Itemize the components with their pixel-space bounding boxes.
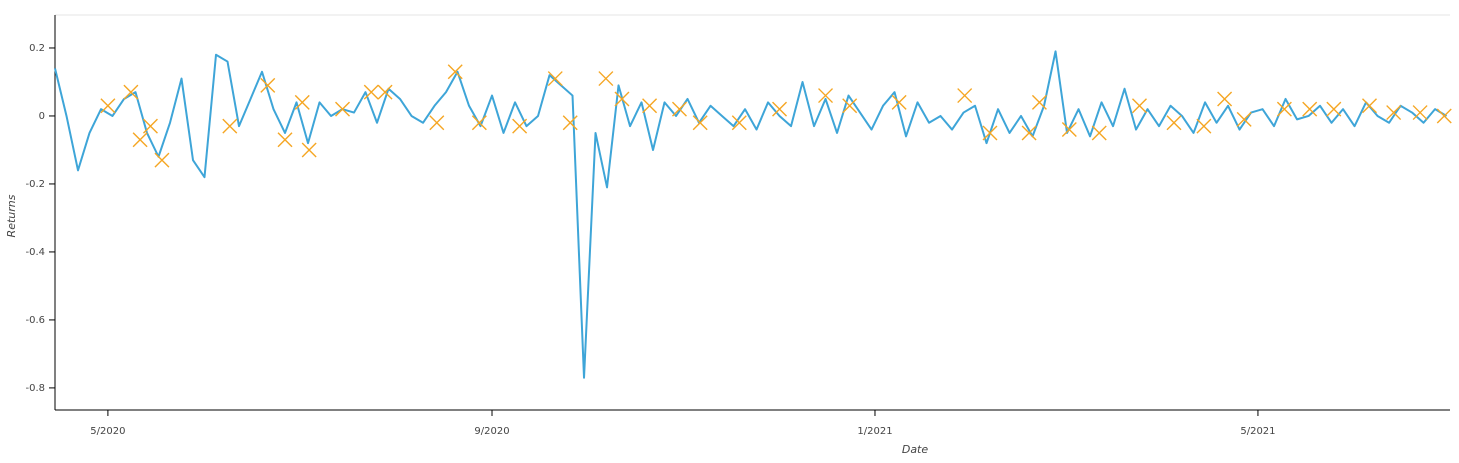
x-marker [154,152,170,168]
x-marker [1217,91,1233,107]
x-marker [260,77,276,93]
x-marker [1326,101,1342,117]
x-tick-label: 9/2020 [474,426,509,437]
x-marker [957,88,973,104]
x-marker [471,115,487,131]
x-marker [222,118,238,134]
x-marker [598,71,614,87]
y-tick-label: 0.2 [29,43,45,54]
x-marker [100,98,116,114]
x-marker [377,84,393,100]
x-marker [1436,108,1452,124]
x-marker [772,101,788,117]
x-marker [642,98,658,114]
y-tick-label: 0 [39,111,45,122]
x-marker [731,115,747,131]
x-marker [1412,105,1428,121]
x-marker [1386,105,1402,121]
y-tick-label: -0.6 [25,315,45,326]
x-marker [818,88,834,104]
x-marker [363,84,379,100]
x-marker [1302,101,1318,117]
x-marker [1196,118,1212,134]
x-marker [614,91,630,107]
x-marker [142,118,158,134]
x-tick-label: 1/2021 [857,426,892,437]
y-tick-label: -0.8 [25,383,45,394]
x-marker [1276,101,1292,117]
x-marker [982,125,998,141]
y-tick-label: -0.4 [25,247,45,258]
x-marker [1362,98,1377,114]
x-tick-label: 5/2021 [1240,426,1275,437]
x-marker [512,118,528,134]
x-marker [547,71,563,87]
x-marker [1131,98,1147,114]
x-tick-label: 5/2020 [90,426,125,437]
x-marker [277,132,293,148]
x-marker [562,115,578,131]
x-marker [1236,111,1252,127]
x-marker [132,132,148,148]
x-marker [447,64,463,80]
x-marker [671,101,687,117]
y-tick-label: -0.2 [25,179,45,190]
x-marker [1166,115,1182,131]
x-marker [1061,122,1077,138]
x-marker [1021,125,1037,141]
x-axis-title: Date [902,443,929,456]
x-marker [1091,125,1107,141]
x-marker [123,84,139,100]
x-marker [335,101,351,117]
x-marker [692,115,708,131]
x-marker [429,115,445,131]
x-marker [301,142,317,158]
x-marker [294,94,310,110]
x-marker [842,98,858,114]
x-marker [1031,94,1047,110]
returns-line [54,50,1448,379]
x-marker [891,94,907,110]
y-axis-title: Returns [5,194,18,237]
